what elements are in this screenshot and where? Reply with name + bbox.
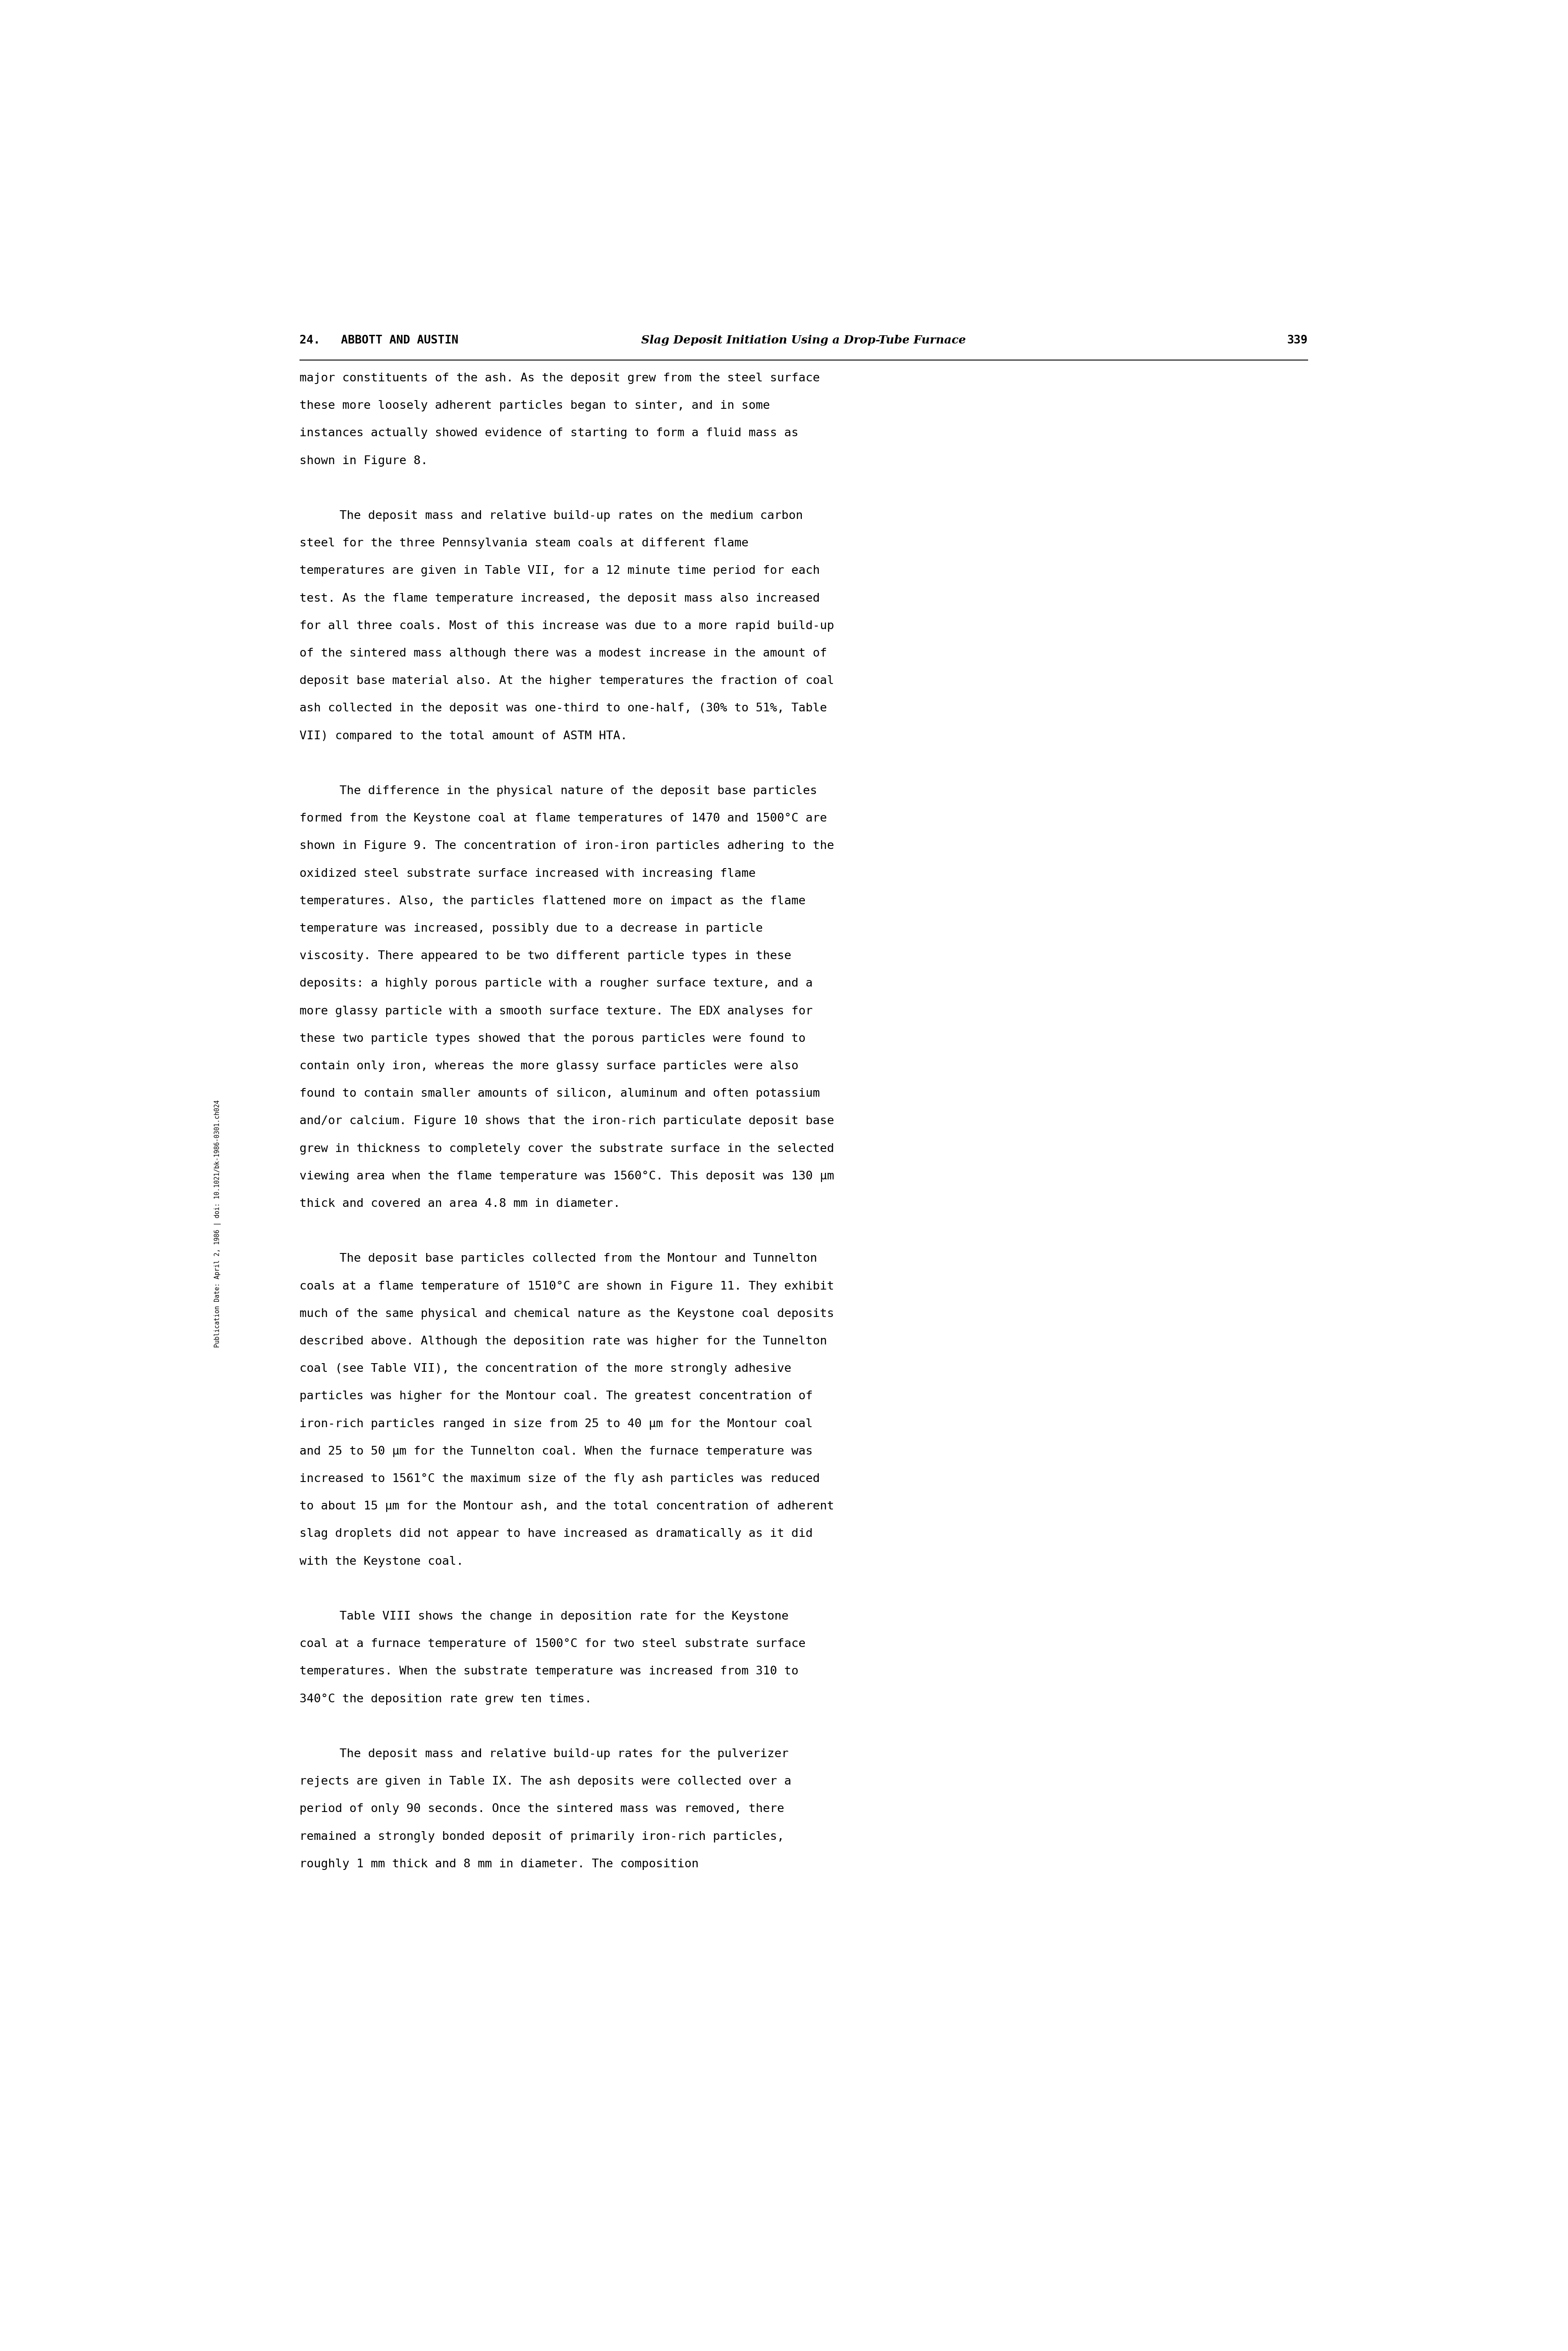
Text: contain only iron, whereas the more glassy surface particles were also: contain only iron, whereas the more glas… [299, 1060, 798, 1072]
Text: temperatures. Also, the particles flattened more on impact as the flame: temperatures. Also, the particles flatte… [299, 896, 806, 907]
Text: The difference in the physical nature of the deposit base particles: The difference in the physical nature of… [339, 785, 817, 797]
Text: rejects are given in Table IX. The ash deposits were collected over a: rejects are given in Table IX. The ash d… [299, 1775, 792, 1787]
Text: particles was higher for the Montour coal. The greatest concentration of: particles was higher for the Montour coa… [299, 1392, 812, 1401]
Text: coal at a furnace temperature of 1500°C for two steel substrate surface: coal at a furnace temperature of 1500°C … [299, 1639, 806, 1650]
Text: The deposit mass and relative build-up rates on the medium carbon: The deposit mass and relative build-up r… [339, 510, 803, 522]
Text: slag droplets did not appear to have increased as dramatically as it did: slag droplets did not appear to have inc… [299, 1528, 812, 1540]
Text: and 25 to 50 μm for the Tunnelton coal. When the furnace temperature was: and 25 to 50 μm for the Tunnelton coal. … [299, 1446, 812, 1458]
Text: 339: 339 [1287, 334, 1308, 346]
Text: temperature was increased, possibly due to a decrease in particle: temperature was increased, possibly due … [299, 924, 762, 933]
Text: Table VIII shows the change in deposition rate for the Keystone: Table VIII shows the change in depositio… [339, 1610, 789, 1622]
Text: much of the same physical and chemical nature as the Keystone coal deposits: much of the same physical and chemical n… [299, 1307, 834, 1319]
Text: thick and covered an area 4.8 mm in diameter.: thick and covered an area 4.8 mm in diam… [299, 1199, 619, 1208]
Text: remained a strongly bonded deposit of primarily iron-rich particles,: remained a strongly bonded deposit of pr… [299, 1831, 784, 1843]
Text: with the Keystone coal.: with the Keystone coal. [299, 1556, 463, 1568]
Text: these two particle types showed that the porous particles were found to: these two particle types showed that the… [299, 1032, 806, 1044]
Text: formed from the Keystone coal at flame temperatures of 1470 and 1500°C are: formed from the Keystone coal at flame t… [299, 813, 826, 825]
Text: iron-rich particles ranged in size from 25 to 40 μm for the Montour coal: iron-rich particles ranged in size from … [299, 1418, 812, 1429]
Text: 24.   ABBOTT AND AUSTIN: 24. ABBOTT AND AUSTIN [299, 334, 458, 346]
Text: steel for the three Pennsylvania steam coals at different flame: steel for the three Pennsylvania steam c… [299, 538, 748, 550]
Text: oxidized steel substrate surface increased with increasing flame: oxidized steel substrate surface increas… [299, 868, 756, 879]
Text: of the sintered mass although there was a modest increase in the amount of: of the sintered mass although there was … [299, 649, 826, 658]
Text: more glassy particle with a smooth surface texture. The EDX analyses for: more glassy particle with a smooth surfa… [299, 1006, 812, 1018]
Text: increased to 1561°C the maximum size of the fly ash particles was reduced: increased to 1561°C the maximum size of … [299, 1474, 820, 1483]
Text: viscosity. There appeared to be two different particle types in these: viscosity. There appeared to be two diff… [299, 950, 792, 962]
Text: Publication Date: April 2, 1986 | doi: 10.1021/bk-1986-0301.ch024: Publication Date: April 2, 1986 | doi: 1… [215, 1100, 221, 1347]
Text: these more loosely adherent particles began to sinter, and in some: these more loosely adherent particles be… [299, 400, 770, 411]
Text: coal (see Table VII), the concentration of the more strongly adhesive: coal (see Table VII), the concentration … [299, 1364, 792, 1375]
Text: deposit base material also. At the higher temperatures the fraction of coal: deposit base material also. At the highe… [299, 675, 834, 686]
Text: Slag Deposit Initiation Using a Drop-Tube Furnace: Slag Deposit Initiation Using a Drop-Tub… [641, 334, 966, 346]
Text: shown in Figure 8.: shown in Figure 8. [299, 456, 428, 465]
Text: coals at a flame temperature of 1510°C are shown in Figure 11. They exhibit: coals at a flame temperature of 1510°C a… [299, 1281, 834, 1293]
Text: for all three coals. Most of this increase was due to a more rapid build-up: for all three coals. Most of this increa… [299, 621, 834, 632]
Text: ash collected in the deposit was one-third to one-half, (30% to 51%, Table: ash collected in the deposit was one-thi… [299, 703, 826, 715]
Text: found to contain smaller amounts of silicon, aluminum and often potassium: found to contain smaller amounts of sili… [299, 1089, 820, 1100]
Text: test. As the flame temperature increased, the deposit mass also increased: test. As the flame temperature increased… [299, 592, 820, 604]
Text: major constituents of the ash. As the deposit grew from the steel surface: major constituents of the ash. As the de… [299, 374, 820, 383]
Text: viewing area when the flame temperature was 1560°C. This deposit was 130 μm: viewing area when the flame temperature … [299, 1171, 834, 1183]
Text: and/or calcium. Figure 10 shows that the iron-rich particulate deposit base: and/or calcium. Figure 10 shows that the… [299, 1117, 834, 1126]
Text: The deposit base particles collected from the Montour and Tunnelton: The deposit base particles collected fro… [339, 1253, 817, 1265]
Text: VII) compared to the total amount of ASTM HTA.: VII) compared to the total amount of AST… [299, 731, 627, 741]
Text: temperatures are given in Table VII, for a 12 minute time period for each: temperatures are given in Table VII, for… [299, 564, 820, 576]
Text: period of only 90 seconds. Once the sintered mass was removed, there: period of only 90 seconds. Once the sint… [299, 1803, 784, 1815]
Text: instances actually showed evidence of starting to form a fluid mass as: instances actually showed evidence of st… [299, 428, 798, 440]
Text: grew in thickness to completely cover the substrate surface in the selected: grew in thickness to completely cover th… [299, 1143, 834, 1154]
Text: 340°C the deposition rate grew ten times.: 340°C the deposition rate grew ten times… [299, 1693, 591, 1704]
Text: The deposit mass and relative build-up rates for the pulverizer: The deposit mass and relative build-up r… [339, 1749, 789, 1761]
Text: shown in Figure 9. The concentration of iron-iron particles adhering to the: shown in Figure 9. The concentration of … [299, 839, 834, 851]
Text: temperatures. When the substrate temperature was increased from 310 to: temperatures. When the substrate tempera… [299, 1667, 798, 1676]
Text: roughly 1 mm thick and 8 mm in diameter. The composition: roughly 1 mm thick and 8 mm in diameter.… [299, 1860, 698, 1869]
Text: deposits: a highly porous particle with a rougher surface texture, and a: deposits: a highly porous particle with … [299, 978, 812, 990]
Text: described above. Although the deposition rate was higher for the Tunnelton: described above. Although the deposition… [299, 1335, 826, 1347]
Text: to about 15 μm for the Montour ash, and the total concentration of adherent: to about 15 μm for the Montour ash, and … [299, 1500, 834, 1512]
